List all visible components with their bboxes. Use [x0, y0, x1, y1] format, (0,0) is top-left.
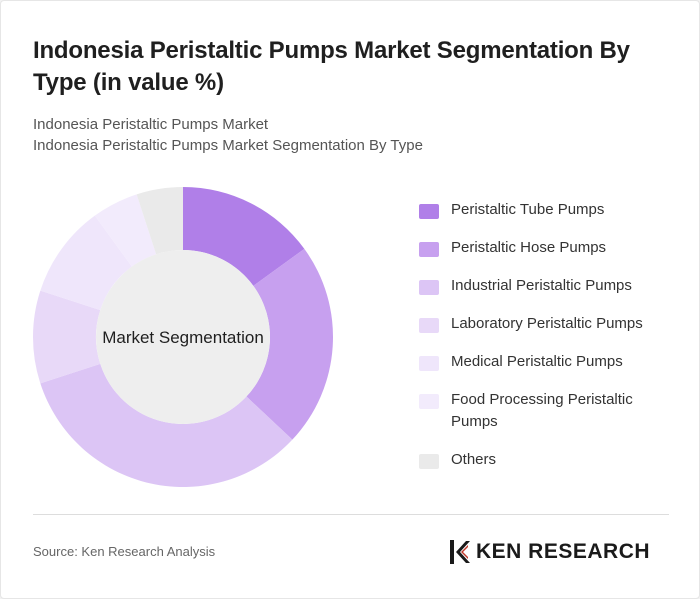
legend-item: Industrial Peristaltic Pumps — [419, 275, 669, 297]
legend-swatch — [419, 318, 439, 333]
legend-label: Industrial Peristaltic Pumps — [451, 277, 632, 294]
donut-slice-others — [136, 187, 183, 255]
chart-subtitle: Indonesia Peristaltic Pumps Market Indon… — [33, 114, 673, 156]
legend-label: Peristaltic Hose Pumps — [451, 239, 607, 256]
donut-slice-food-processing-peristaltic-pumps — [94, 194, 157, 267]
donut-slice-peristaltic-tube-pumps — [183, 187, 305, 286]
legend-item: Others — [419, 449, 669, 471]
legend-swatch — [419, 454, 439, 469]
donut-center-label: Market Segmentation — [102, 328, 264, 347]
donut-slice-laboratory-peristaltic-pumps — [32, 290, 101, 384]
legend-label: Laboratory Peristaltic Pumps — [451, 315, 643, 332]
donut-slice-peristaltic-hose-pumps — [246, 248, 334, 440]
donut-center — [96, 250, 270, 424]
legend-swatch — [419, 242, 439, 257]
donut-chart: Market Segmentation — [32, 187, 334, 488]
logo-text: KEN RESEARCH — [476, 540, 651, 563]
legend-item: Peristaltic Tube Pumps — [419, 199, 669, 221]
legend-item: Laboratory Peristaltic Pumps — [419, 313, 669, 335]
legend-label: Medical Peristaltic Pumps — [451, 353, 623, 370]
legend-swatch — [419, 280, 439, 295]
subtitle-market: Indonesia Peristaltic Pumps Market — [33, 116, 269, 133]
legend-swatch — [419, 356, 439, 371]
legend-swatch — [419, 394, 439, 409]
legend-label: Others — [451, 451, 497, 468]
legend-item: Medical Peristaltic Pumps — [419, 351, 669, 373]
legend-item: Food Processing Peristaltic Pumps — [419, 389, 669, 433]
legend-label: Food Processing Peristaltic Pumps — [451, 391, 633, 430]
legend-label: Peristaltic Tube Pumps — [451, 201, 605, 218]
chart-legend: Peristaltic Tube Pumps Peristaltic Hose P… — [419, 199, 669, 487]
legend-swatch — [419, 204, 439, 219]
footer-divider — [33, 514, 669, 515]
source-note: Source: Ken Research Analysis — [33, 544, 216, 559]
legend-item: Peristaltic Hose Pumps — [419, 237, 669, 259]
donut-slices — [32, 187, 334, 488]
ken-research-logo: KEN RESEARCH — [448, 538, 670, 566]
ken-research-k-logo-icon — [450, 540, 470, 564]
chart-title: Indonesia Peristaltic Pumps Market Segme… — [33, 37, 630, 96]
donut-slice-industrial-peristaltic-pumps — [40, 363, 293, 488]
subtitle-segmentation: Indonesia Peristaltic Pumps Market Segme… — [33, 137, 423, 154]
donut-slice-medical-peristaltic-pumps — [40, 215, 132, 311]
